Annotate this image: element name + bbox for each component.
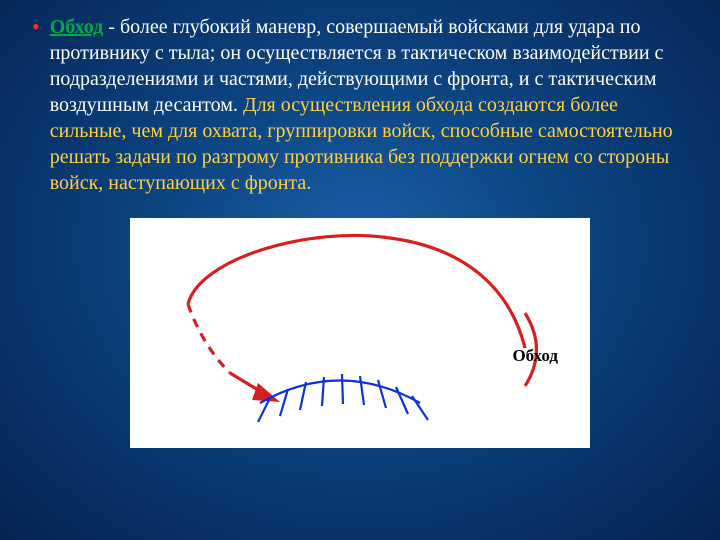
term-heading: Обход <box>50 16 104 38</box>
slide-content: • Обход - более глубокий маневр, соверша… <box>0 0 720 448</box>
bullet-marker: • <box>32 14 40 40</box>
blue-tick <box>342 374 343 404</box>
blue-tick-group <box>258 374 428 422</box>
definition-text: Обход - более глубокий маневр, совершаем… <box>50 14 684 196</box>
red-dash-curve <box>188 304 230 373</box>
bullet-paragraph: • Обход - более глубокий маневр, соверша… <box>36 14 684 196</box>
diagram-container: Обход <box>130 218 590 448</box>
blue-tick <box>412 396 428 420</box>
diagram-label: Обход <box>512 346 558 366</box>
maneuver-diagram <box>130 218 590 448</box>
red-envelop-curve <box>188 235 525 348</box>
blue-tick <box>378 380 386 408</box>
blue-tick <box>360 376 364 405</box>
blue-tick <box>396 387 408 414</box>
